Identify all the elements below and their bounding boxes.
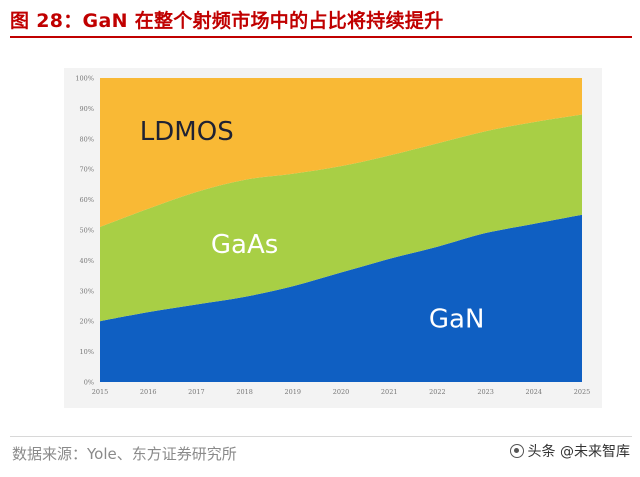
- x-tick-label: 2025: [574, 388, 591, 396]
- y-tick-label: 60%: [80, 196, 94, 204]
- x-tick-label: 2019: [285, 388, 302, 396]
- y-tick-label: 10%: [80, 348, 94, 356]
- watermark-logo-icon: [509, 444, 524, 458]
- title-divider: [10, 36, 632, 38]
- y-tick-label: 90%: [80, 105, 94, 113]
- y-tick-label: 80%: [80, 135, 94, 143]
- chart-area: 0% 10% 20% 30% 40% 50% 60% 70% 80% 90% 100% 2015 20…: [64, 68, 602, 408]
- figure-title: 图 28：GaN 在整个射频市场中的占比将持续提升: [10, 10, 444, 32]
- y-axis: 0% 10% 20% 30% 40% 50% 60% 70% 80% 90% 100%: [75, 75, 94, 387]
- watermark: 头条 @未来智库: [509, 441, 630, 461]
- x-tick-label: 2016: [140, 388, 157, 396]
- x-tick-label: 2018: [236, 388, 253, 396]
- area-gaas: [100, 114, 582, 322]
- series-label-gaas: GaAs: [211, 230, 278, 260]
- x-tick-label: 2017: [188, 388, 205, 396]
- area-gan: [100, 214, 582, 382]
- y-tick-label: 50%: [80, 227, 94, 235]
- footer-divider: [10, 436, 632, 437]
- source-note: 数据来源：Yole、东方证券研究所: [12, 445, 237, 463]
- x-tick-label: 2021: [381, 388, 398, 396]
- x-axis: 2015 2016 2017 2018 2019 2020 2021 2022 2023 2024…: [92, 388, 591, 396]
- y-tick-label: 40%: [80, 257, 94, 265]
- y-tick-label: 70%: [80, 166, 94, 174]
- area-ldmos: [100, 78, 582, 227]
- y-tick-label: 0%: [84, 379, 94, 387]
- x-tick-label: 2024: [526, 388, 543, 396]
- x-tick-label: 2015: [92, 388, 109, 396]
- stacked-area-chart: 0%10%20%30%40%50%60%70%80%90%100% 2015 20…: [75, 75, 591, 397]
- series-areas: [100, 78, 582, 382]
- series-label-gan: GaN: [429, 305, 485, 335]
- y-tick-label: 30%: [80, 287, 94, 295]
- watermark-text: 头条 @未来智库: [527, 444, 630, 460]
- x-tick-label: 2022: [429, 388, 446, 396]
- x-tick-label: 2023: [477, 388, 494, 396]
- series-label-ldmos: LDMOS: [140, 117, 234, 147]
- series-labels: GaN GaAs LDMOS: [140, 117, 485, 335]
- y-tick-label: 100%: [75, 75, 94, 83]
- x-tick-label: 2020: [333, 388, 350, 396]
- y-tick-label: 20%: [80, 318, 94, 326]
